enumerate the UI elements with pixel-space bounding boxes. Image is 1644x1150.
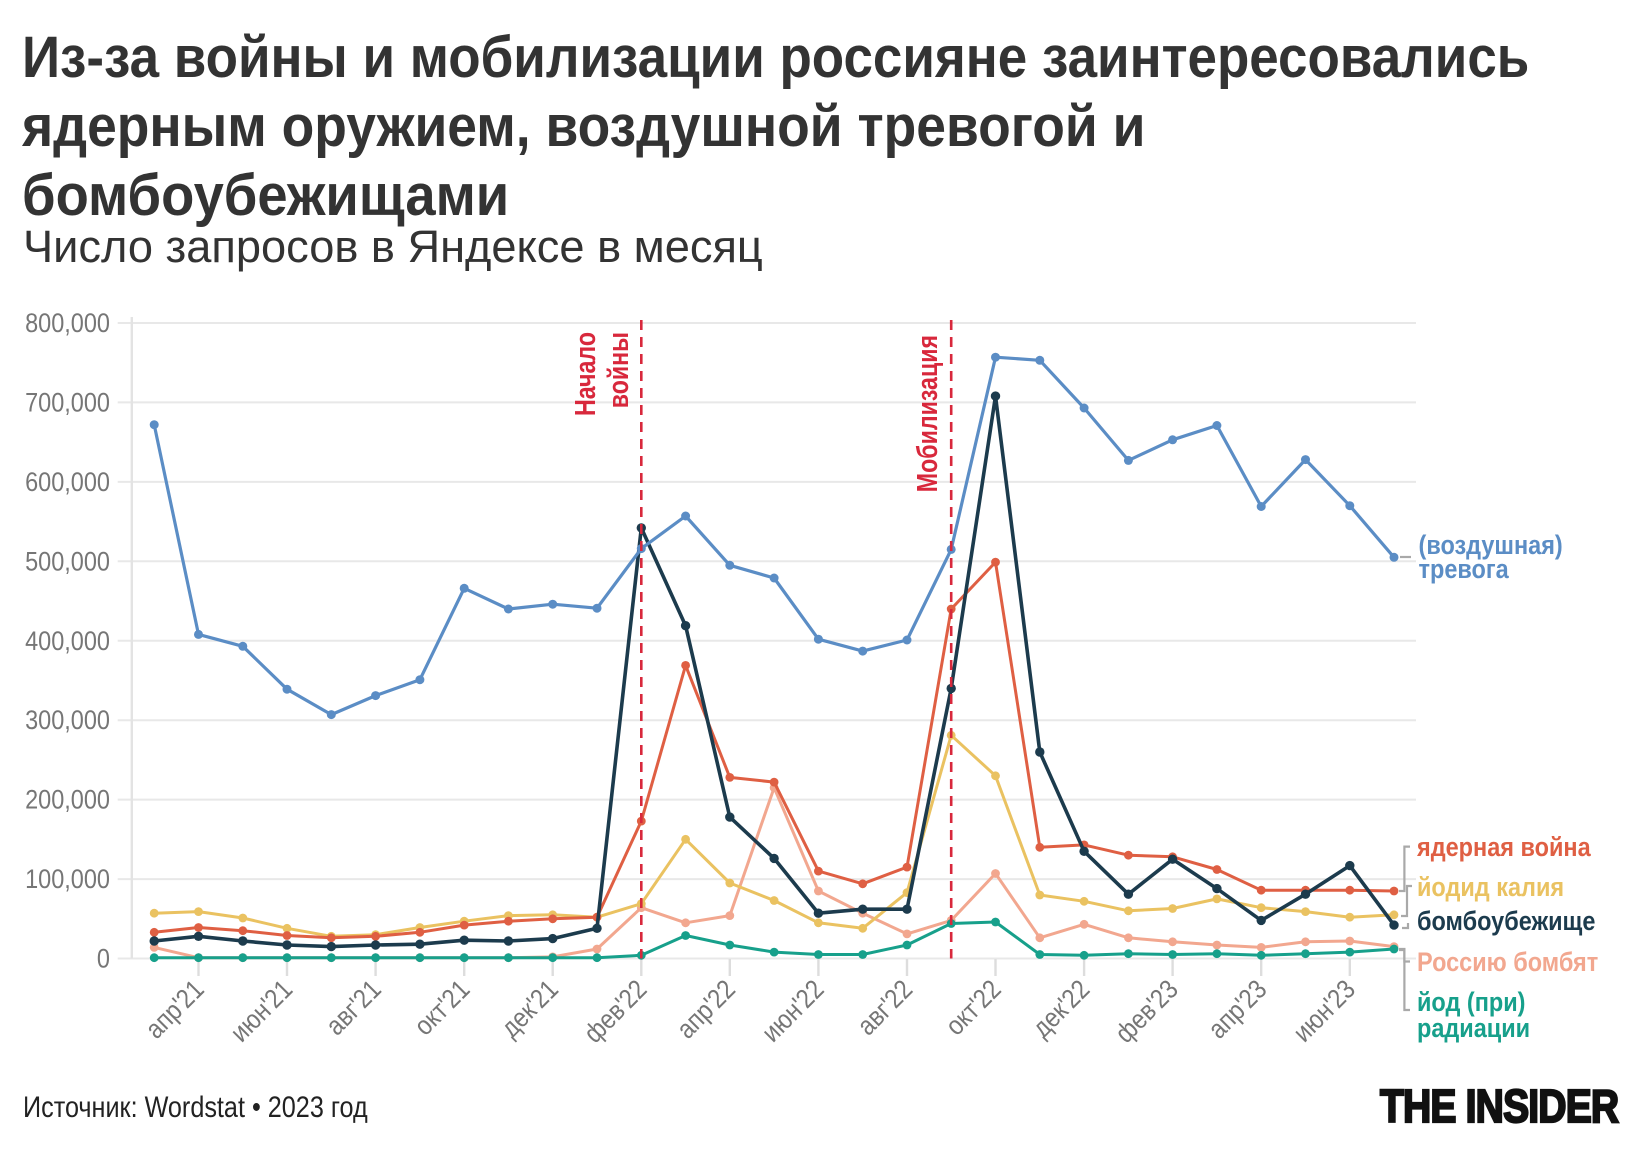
svg-text:апр'22: апр'22	[671, 974, 741, 1044]
svg-text:фев'22: фев'22	[578, 974, 652, 1048]
svg-text:дек'21: дек'21	[495, 974, 564, 1043]
svg-text:радиации: радиации	[1417, 1014, 1530, 1044]
svg-text:300,000: 300,000	[25, 706, 110, 736]
svg-text:дек'22: дек'22	[1027, 974, 1096, 1043]
svg-text:тревога: тревога	[1419, 555, 1510, 585]
svg-text:бомбоубежище: бомбоубежище	[1417, 907, 1595, 937]
svg-text:200,000: 200,000	[25, 785, 110, 815]
svg-text:июн'23: июн'23	[1288, 974, 1362, 1048]
svg-text:700,000: 700,000	[25, 388, 110, 418]
svg-text:авг'21: авг'21	[320, 974, 387, 1041]
svg-text:Россию бомбят: Россию бомбят	[1417, 948, 1598, 978]
svg-text:(воздушная): (воздушная)	[1419, 531, 1563, 561]
svg-text:окт'22: окт'22	[940, 974, 1007, 1041]
svg-text:400,000: 400,000	[25, 626, 110, 656]
svg-text:войны: войны	[601, 332, 634, 408]
svg-text:июн'22: июн'22	[756, 974, 830, 1048]
svg-text:авг'22: авг'22	[852, 974, 919, 1041]
svg-text:100,000: 100,000	[25, 865, 110, 895]
svg-text:600,000: 600,000	[25, 467, 110, 497]
svg-text:фев'23: фев'23	[1110, 974, 1184, 1048]
svg-text:500,000: 500,000	[25, 547, 110, 577]
svg-text:июн'21: июн'21	[225, 974, 299, 1048]
svg-text:йодид калия: йодид калия	[1417, 873, 1564, 903]
svg-text:800,000: 800,000	[25, 309, 110, 339]
svg-text:Мобилизация: Мобилизация	[910, 335, 943, 492]
svg-text:Начало: Начало	[568, 332, 601, 416]
svg-text:апр'21: апр'21	[140, 974, 210, 1044]
svg-text:ядерная война: ядерная война	[1416, 833, 1591, 863]
svg-text:йод (при): йод (при)	[1417, 988, 1526, 1018]
svg-text:0: 0	[97, 944, 110, 974]
svg-text:апр'23: апр'23	[1202, 974, 1272, 1044]
svg-text:окт'21: окт'21	[409, 974, 476, 1041]
